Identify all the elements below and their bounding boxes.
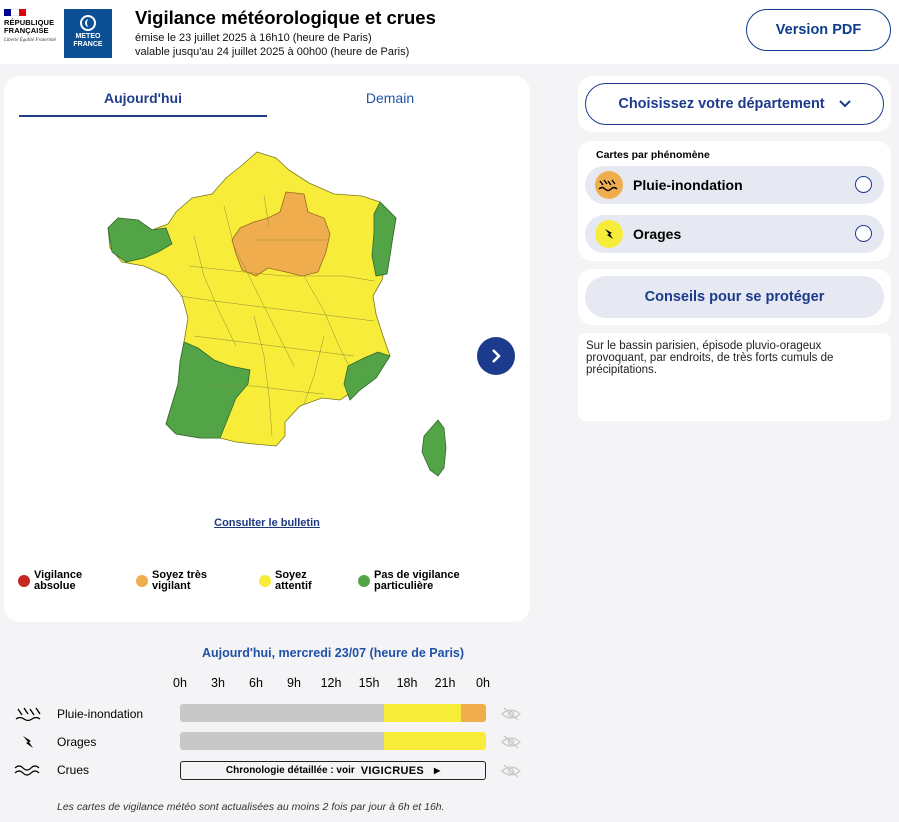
site-header: RÉPUBLIQUE FRANÇAISE Liberté Égalité Fra…	[0, 0, 899, 64]
legend-dot-green	[358, 575, 370, 587]
vigicrues-link[interactable]: Chronologie détaillée : voir VIGICRUES ▶	[180, 761, 486, 780]
department-select-label: Choisissez votre département	[618, 96, 825, 112]
eye-off-icon[interactable]	[501, 707, 521, 721]
mf-logo-line1: METEO	[75, 33, 101, 40]
advice-card: Conseils pour se protéger	[578, 269, 891, 325]
timeline-bar-rain-flood	[180, 704, 486, 722]
map-zone-corsica[interactable]	[421, 419, 447, 477]
tab-tomorrow[interactable]: Demain	[365, 90, 415, 106]
department-card: Choisissez votre département	[578, 76, 891, 132]
timeline-row-label: Crues	[57, 763, 90, 777]
legend-label: absolue	[34, 580, 76, 592]
hour-label: 6h	[249, 676, 263, 690]
valid-until-date: valable jusqu'au 24 juillet 2025 à 00h00…	[135, 46, 410, 58]
play-icon: ▶	[433, 766, 441, 775]
map-zone-brittany[interactable]	[107, 217, 173, 263]
rf-name-line2: FRANÇAISE	[4, 26, 49, 35]
mf-logo-line2: FRANCE	[73, 40, 103, 48]
meteo-france-emblem-icon	[80, 15, 96, 31]
map-zone-south-east[interactable]	[343, 351, 391, 401]
french-flag-icon	[4, 9, 26, 16]
department-select-button[interactable]: Choisissez votre département	[585, 83, 884, 125]
hour-label: 12h	[320, 676, 342, 690]
eye-off-icon[interactable]	[501, 764, 521, 778]
timeline-segment	[460, 704, 486, 722]
flood-waves-icon	[14, 765, 40, 776]
hour-label: 0h	[173, 676, 187, 690]
meteo-france-logo[interactable]: METEO FRANCE	[64, 9, 112, 58]
phenomenon-rain-flood[interactable]: Pluie-inondation	[585, 166, 884, 204]
map-zone-mainland[interactable]	[107, 151, 397, 447]
hour-label: 3h	[211, 676, 225, 690]
bulletin-link[interactable]: Consulter le bulletin	[214, 517, 320, 529]
hour-label: 0h	[476, 676, 490, 690]
timeline-segment	[180, 704, 385, 722]
legend-dot-red	[18, 575, 30, 587]
update-note: Les cartes de vigilance météo sont actua…	[57, 801, 445, 813]
chevron-down-icon	[838, 100, 851, 108]
next-map-button[interactable]	[477, 337, 515, 375]
legend-label: attentif	[275, 580, 312, 592]
timeline-bar-storms	[180, 732, 486, 750]
pdf-version-button[interactable]: Version PDF	[746, 9, 891, 51]
rain-flood-icon	[15, 707, 41, 722]
rf-motto: Liberté Égalité Fraternité	[4, 38, 56, 43]
issued-date: émise le 23 juillet 2025 à 16h10 (heure …	[135, 32, 372, 44]
chevron-right-icon	[492, 349, 501, 363]
phenomena-title: Cartes par phénomène	[596, 149, 710, 161]
timeline-row-label: Pluie-inondation	[57, 707, 144, 721]
timeline-segment	[180, 732, 385, 750]
legend-dot-orange	[136, 575, 148, 587]
legend-dot-yellow	[259, 575, 271, 587]
page-title: Vigilance météorologique et crues	[135, 7, 436, 28]
map-zone-south-west[interactable]	[165, 341, 251, 439]
timeline-title: Aujourd'hui, mercredi 23/07 (heure de Pa…	[201, 646, 465, 660]
timeline-segment	[384, 732, 486, 750]
timeline-segment	[384, 704, 461, 722]
timeline-row-label: Orages	[57, 735, 97, 749]
vigicrues-prefix: Chronologie détaillée : voir	[225, 765, 355, 776]
legend-item-red: Vigilance absolue	[18, 570, 82, 592]
rain-flood-icon	[595, 171, 623, 199]
legend-item-yellow: Soyez attentif	[259, 570, 312, 592]
hour-label: 9h	[287, 676, 301, 690]
hour-label: 18h	[396, 676, 418, 690]
legend-label: Pas de vigilance	[374, 569, 460, 581]
eye-off-icon[interactable]	[501, 735, 521, 749]
phenomenon-radio-storms[interactable]	[855, 225, 872, 242]
hour-label: 21h	[434, 676, 456, 690]
legend-label: particulière	[374, 580, 434, 592]
legend-label: Vigilance	[34, 569, 83, 581]
republique-francaise-logo[interactable]: RÉPUBLIQUE FRANÇAISE Liberté Égalité Fra…	[4, 9, 58, 59]
legend-label: Soyez très	[152, 569, 208, 581]
advice-button[interactable]: Conseils pour se protéger	[585, 276, 884, 318]
phenomenon-label: Orages	[633, 226, 682, 242]
tab-today[interactable]: Aujourd'hui	[19, 90, 267, 117]
map-zone-alsace[interactable]	[371, 201, 397, 277]
lightning-icon	[23, 736, 33, 748]
legend-label: vigilant	[152, 580, 191, 592]
forecast-comment: Sur le bassin parisien, épisode pluvio-o…	[578, 333, 891, 421]
lightning-icon	[595, 220, 623, 248]
phenomenon-label: Pluie-inondation	[633, 177, 743, 193]
legend-label: Soyez	[275, 569, 307, 581]
map-zone-paris-basin[interactable]	[231, 191, 331, 277]
phenomenon-radio-rain-flood[interactable]	[855, 176, 872, 193]
france-vigilance-map[interactable]	[4, 136, 530, 506]
vigicrues-logo: VIGICRUES	[360, 764, 424, 777]
hour-label: 15h	[358, 676, 380, 690]
legend-item-orange: Soyez très vigilant	[136, 570, 207, 592]
legend-item-green: Pas de vigilance particulière	[358, 570, 460, 592]
department-borders	[179, 195, 375, 437]
rf-name-line1: RÉPUBLIQUE	[4, 18, 55, 27]
phenomenon-storms[interactable]: Orages	[585, 215, 884, 253]
vigilance-map-card: Aujourd'hui Demain	[4, 76, 530, 622]
phenomena-card: Cartes par phénomène Pluie-inondation Or…	[578, 141, 891, 261]
